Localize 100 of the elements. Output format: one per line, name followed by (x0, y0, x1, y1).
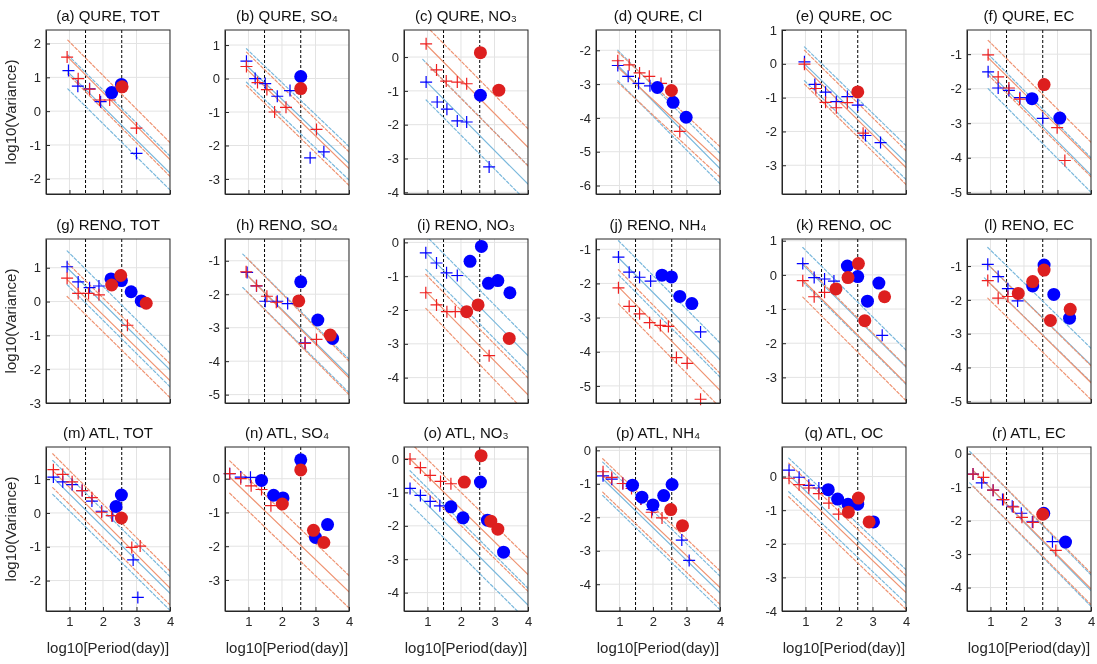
y-tick-label: -5 (208, 387, 220, 403)
y-tick-label: -4 (387, 184, 399, 200)
x-tick-label: 2 (99, 614, 108, 630)
y-tick-label: 0 (769, 267, 777, 283)
y-tick-label: -3 (579, 310, 591, 326)
x-tick-label: 2 (457, 614, 466, 630)
x-tick-label: 3 (312, 614, 320, 630)
y-tick-label: -3 (208, 572, 220, 588)
chart-title: (c) QURE, NO₃ (415, 7, 517, 24)
x-tick-label: 2 (278, 614, 287, 630)
x-tick-label: 4 (1087, 614, 1096, 630)
chart-title: (g) RENO, TOT (56, 216, 160, 233)
y-tick-label: -5 (950, 184, 962, 200)
y-tick-label: -2 (208, 538, 220, 554)
y-tick-label: -3 (950, 546, 962, 562)
y-tick-label: 0 (769, 56, 777, 72)
y-tick-label: -2 (208, 138, 220, 154)
y-tick-label: 0 (583, 443, 591, 459)
y-tick-label: 1 (769, 22, 777, 38)
y-tick-label: -4 (765, 603, 777, 619)
x-tick-label: 3 (1054, 614, 1062, 630)
y-tick-label: -3 (387, 551, 399, 567)
y-tick-label: -2 (29, 361, 41, 377)
x-tick-label: 2 (1020, 614, 1029, 630)
y-tick-label: 0 (212, 471, 220, 487)
y-tick-label: -3 (29, 395, 41, 411)
y-tick-label: -1 (950, 258, 962, 274)
y-tick-label: -3 (765, 157, 777, 173)
y-tick-label: -4 (579, 110, 591, 126)
x-tick-label: 4 (524, 614, 533, 630)
y-tick-label: -3 (950, 326, 962, 342)
y-tick-label: -3 (387, 151, 399, 167)
chart-title: (d) QURE, Cl (613, 7, 703, 24)
y-tick-label: -2 (765, 124, 777, 140)
x-tick-label: 3 (133, 614, 141, 630)
y-tick-label: -1 (765, 90, 777, 106)
y-tick-label: -4 (208, 353, 220, 369)
x-axis-title: log10[Period(day)] (46, 639, 170, 656)
y-tick-label: -2 (208, 286, 220, 302)
y-tick-label: -1 (208, 104, 220, 120)
y-tick-label: -1 (765, 502, 777, 518)
y-tick-label: 0 (391, 451, 399, 467)
y-tick-label: -4 (950, 580, 962, 596)
y-tick-label: -2 (29, 573, 41, 589)
y-tick-label: -2 (950, 81, 962, 97)
y-tick-label: 0 (769, 469, 777, 485)
chart-title: (b) QURE, SO₄ (236, 7, 338, 24)
y-tick-label: 1 (212, 37, 220, 53)
y-tick-label: -3 (765, 570, 777, 586)
y-tick-label: -1 (29, 539, 41, 555)
chart-title: (l) RENO, EC (984, 216, 1075, 233)
chart-title: (n) ATL, SO₄ (244, 424, 330, 441)
x-tick-label: 1 (616, 614, 624, 630)
chart-title: (f) QURE, EC (983, 7, 1075, 24)
chart-title: (m) ATL, TOT (62, 424, 154, 441)
x-tick-label: 1 (245, 614, 253, 630)
y-tick-label: 0 (212, 71, 220, 87)
y-tick-label: 1 (769, 233, 777, 249)
y-tick-label: 1 (33, 260, 41, 276)
x-axis-title: log10[Period(day)] (404, 639, 528, 656)
y-tick-label: -4 (950, 150, 962, 166)
x-tick-label: 3 (491, 614, 499, 630)
y-tick-label: -1 (29, 137, 41, 153)
x-tick-label: 4 (716, 614, 725, 630)
y-tick-label: -1 (950, 479, 962, 495)
y-tick-label: -2 (387, 117, 399, 133)
x-tick-label: 4 (902, 614, 911, 630)
y-tick-label: 1 (33, 70, 41, 85)
y-tick-label: 2 (33, 36, 41, 52)
y-tick-label: -2 (387, 518, 399, 534)
y-tick-label: -5 (579, 378, 591, 394)
y-tick-label: -3 (765, 370, 777, 386)
y-tick-label: 0 (954, 446, 962, 462)
x-axis-title: log10[Period(day)] (225, 639, 349, 656)
x-tick-label: 1 (802, 614, 810, 630)
y-tick-label: -2 (950, 513, 962, 529)
chart-title: (p) ATL, NH₄ (615, 424, 701, 441)
chart-title: (a) QURE, TOT (56, 7, 160, 24)
x-axis-title: log10[Period(day)] (782, 639, 906, 656)
y-tick-label: -2 (765, 536, 777, 552)
y-tick-label: -3 (208, 171, 220, 187)
chart-title: (k) RENO, OC (796, 216, 893, 233)
y-axis-title: log10(Variance) (2, 59, 19, 165)
y-tick-label: -2 (579, 276, 591, 292)
y-tick-label: -1 (387, 485, 399, 501)
y-tick-label: -2 (950, 292, 962, 308)
x-tick-label: 2 (649, 614, 658, 630)
y-tick-label: 0 (391, 235, 399, 251)
x-tick-label: 1 (424, 614, 432, 630)
y-tick-label: -2 (579, 509, 591, 525)
y-tick-label: -1 (579, 241, 591, 257)
x-axis-title: log10[Period(day)] (967, 639, 1091, 656)
y-tick-label: -1 (765, 301, 777, 317)
x-tick-label: 2 (835, 614, 844, 630)
x-tick-label: 4 (345, 614, 354, 630)
y-tick-label: -6 (579, 178, 591, 194)
y-tick-label: -4 (387, 370, 399, 386)
y-tick-label: 0 (391, 49, 399, 65)
x-tick-label: 1 (987, 614, 995, 630)
chart-title: (i) RENO, NO₃ (417, 216, 515, 233)
